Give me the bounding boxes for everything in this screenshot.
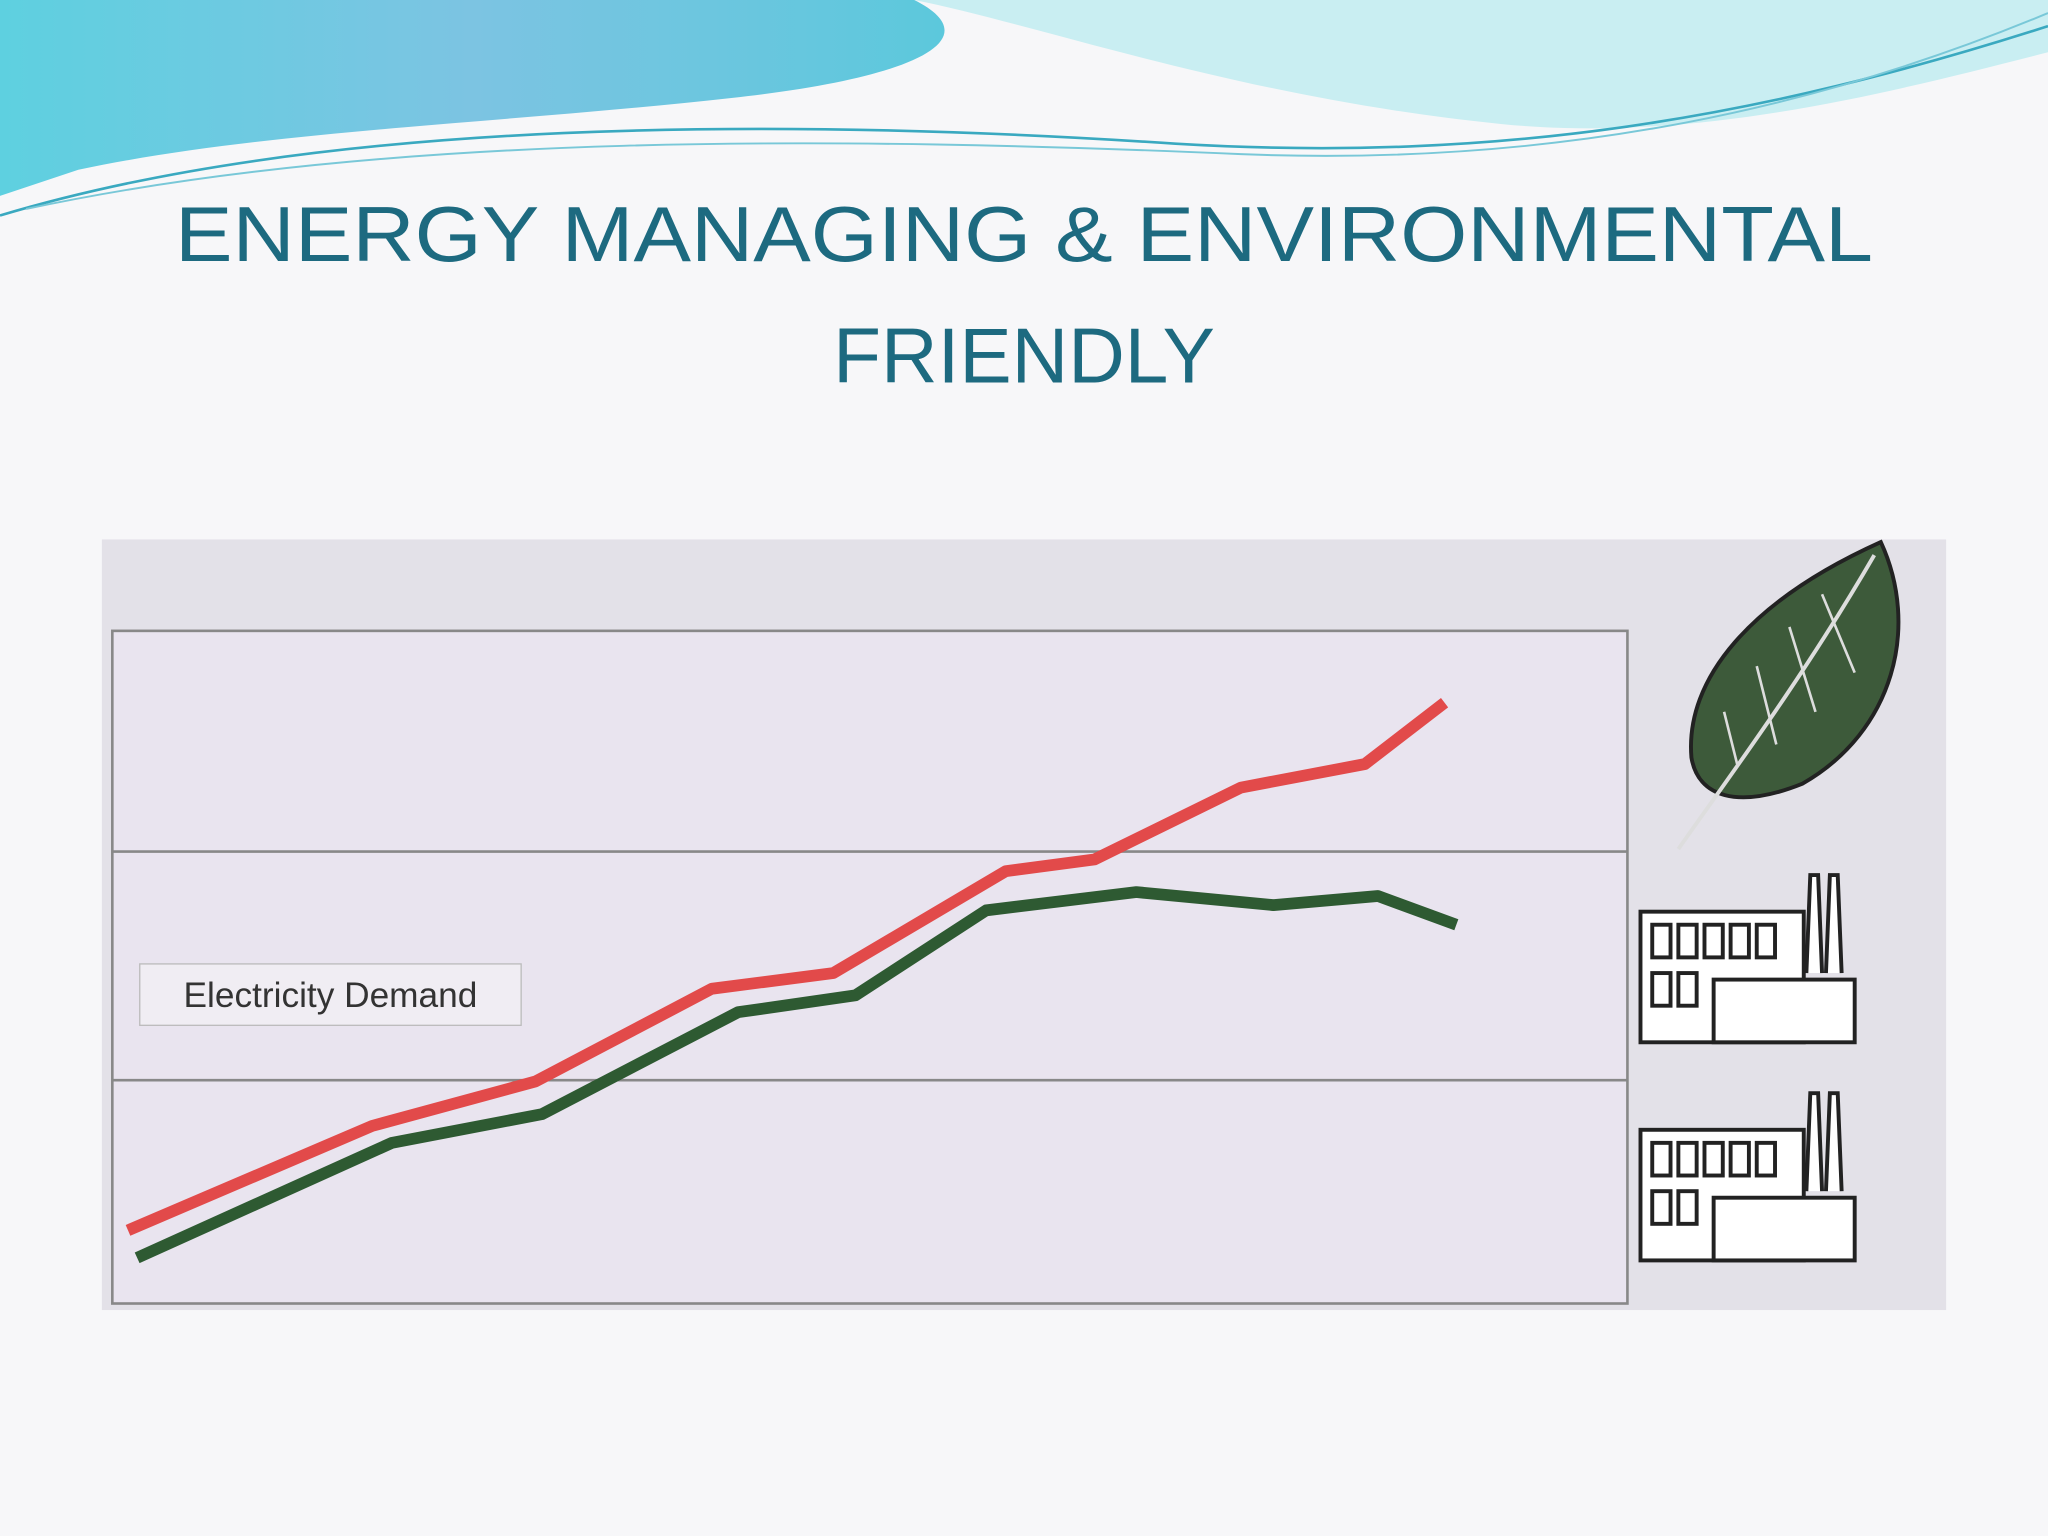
wave-line [0,24,2048,217]
green-line [134,886,1459,1264]
wave-line [25,12,2048,210]
factory-icon [1638,873,1857,1045]
factory-icon [1638,1091,1857,1263]
title-line: ENERGY MANAGING & ENVIRONMENTAL [175,190,1873,278]
wave [0,0,945,196]
leaf-icon [1676,539,1901,851]
red-line [125,698,1449,1236]
wave-light [0,0,2048,129]
label-box [139,963,522,1026]
title-line: FRIENDLY [833,312,1215,400]
chart-label: Electricity Demand [184,976,478,1015]
